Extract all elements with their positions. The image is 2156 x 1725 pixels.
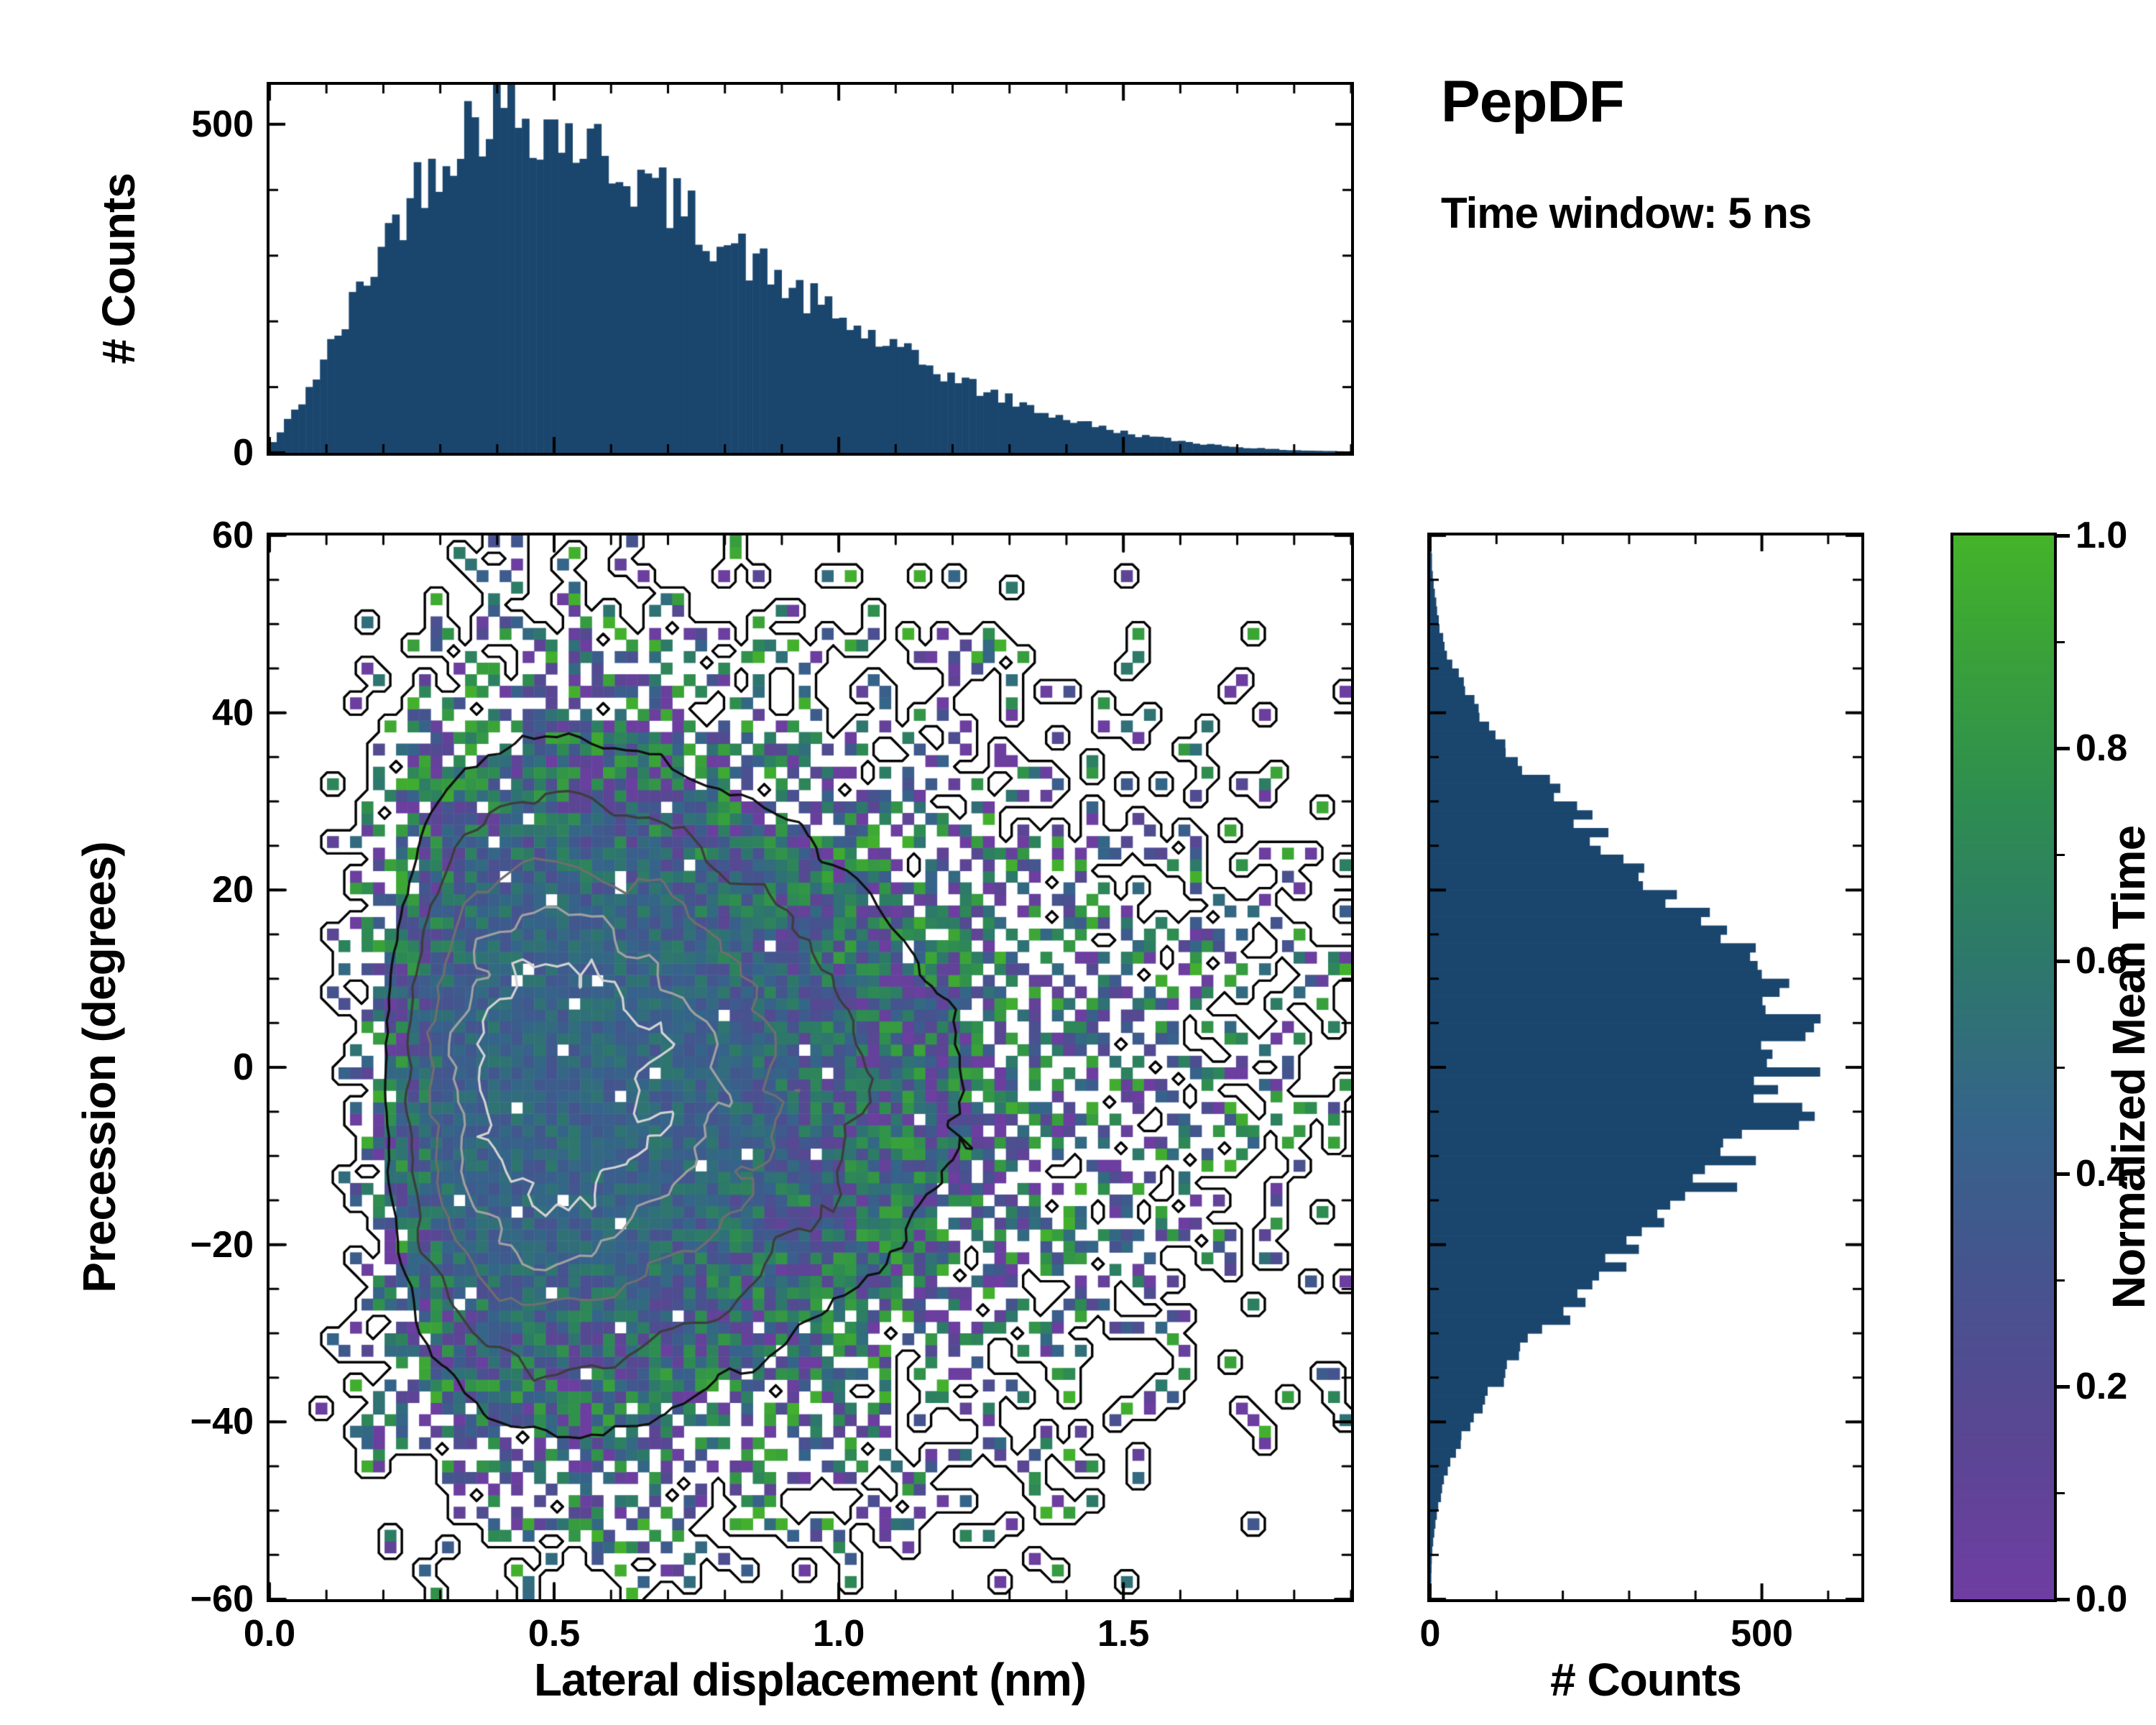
main-y-tick-label: −40 [190, 1401, 254, 1443]
colorbar-minor-tick [2057, 640, 2065, 643]
main-x-tick-label: 1.5 [1097, 1613, 1150, 1655]
main-y-tick-label: −20 [190, 1223, 254, 1266]
colorbar-tick-label: 0.0 [2076, 1578, 2128, 1620]
main-y-tick-label: 0 [233, 1046, 254, 1088]
figure-subtitle: Time window: 5 ns [1441, 189, 1812, 237]
right-x-tick-label: 0 [1419, 1613, 1441, 1655]
colorbar-tick-label: 0.2 [2076, 1366, 2128, 1407]
right-marginal-canvas [1430, 535, 1861, 1599]
colorbar-minor-tick [2057, 960, 2065, 962]
figure-title: PepDF [1441, 69, 1625, 134]
top-hist-ylabel: # Counts [93, 173, 144, 364]
right-x-tick-label: 500 [1731, 1613, 1793, 1655]
colorbar-panel [1950, 533, 2057, 1602]
colorbar-tick-label: 0.4 [2076, 1153, 2128, 1195]
colorbar-minor-tick [2057, 853, 2065, 856]
colorbar-minor-tick [2057, 1279, 2065, 1282]
joint-histogram-panel [267, 533, 1354, 1602]
main-x-tick-label: 0.0 [243, 1613, 296, 1655]
main-x-tick-label: 1.0 [812, 1613, 865, 1655]
colorbar-tick [2057, 1597, 2070, 1601]
colorbar-minor-tick [2057, 1385, 2065, 1388]
main-ylabel: Precession (degrees) [73, 842, 125, 1293]
colorbar-minor-tick [2057, 1172, 2065, 1175]
main-y-tick-label: 60 [212, 515, 254, 556]
colorbar-canvas [1953, 535, 2054, 1599]
colorbar-tick-label: 0.8 [2076, 727, 2128, 769]
right-hist-xlabel: # Counts [1550, 1654, 1742, 1706]
colorbar-tick-label: 1.0 [2076, 515, 2128, 556]
main-y-tick-label: 20 [212, 869, 254, 911]
colorbar-minor-tick [2057, 534, 2065, 537]
joint-histogram-canvas [270, 535, 1351, 1599]
colorbar-minor-tick [2057, 1066, 2065, 1069]
main-y-tick-label: 40 [212, 691, 254, 734]
main-x-tick-label: 0.5 [528, 1613, 581, 1655]
top-marginal-canvas [270, 85, 1351, 453]
right-marginal-panel [1427, 533, 1864, 1602]
top-marginal-panel [267, 82, 1354, 456]
colorbar-minor-tick [2057, 1491, 2065, 1494]
colorbar-tick-label: 0.6 [2076, 940, 2128, 982]
main-xlabel: Lateral displacement (nm) [533, 1654, 1087, 1706]
top-y-tick-label: 500 [191, 103, 254, 145]
colorbar-minor-tick [2057, 747, 2065, 750]
top-y-tick-label: 0 [233, 432, 254, 474]
main-y-tick-label: −60 [190, 1578, 254, 1620]
colorbar-label: Normalized Mean Time [2103, 825, 2155, 1310]
